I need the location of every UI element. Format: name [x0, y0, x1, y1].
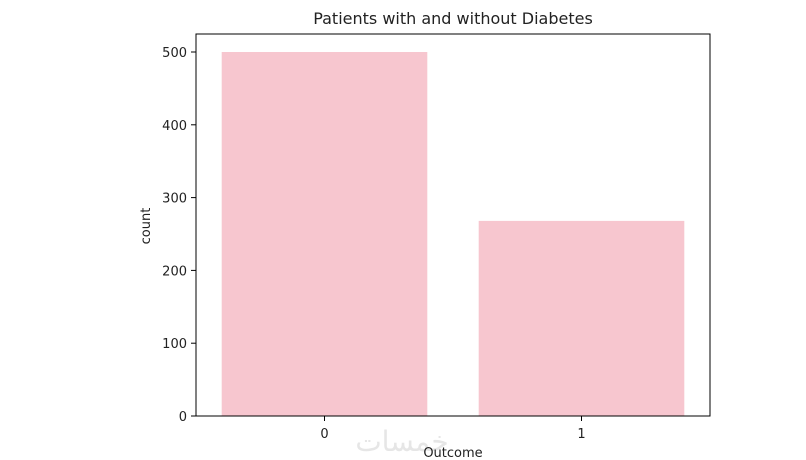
y-tick-label-500: 500: [162, 46, 187, 61]
bars-group: [221, 52, 685, 416]
chart-title: Patients with and without Diabetes: [313, 9, 593, 28]
y-tick-label-300: 300: [162, 192, 187, 207]
y-tick-label-0: 0: [179, 410, 187, 425]
bar-1: [478, 220, 685, 416]
y-tick-label-200: 200: [162, 264, 187, 279]
watermark: خمسات: [355, 425, 448, 458]
bar-0: [221, 52, 428, 416]
y-tick-label-400: 400: [162, 119, 187, 134]
y-axis-ticks: 0 100 200 300 400 500: [162, 46, 196, 425]
x-tick-label-0: 0: [320, 427, 328, 442]
y-axis-label: count: [139, 208, 154, 245]
plot-frame: [195, 33, 711, 417]
x-tick-label-1: 1: [577, 427, 585, 442]
x-axis-label: Outcome: [423, 446, 482, 460]
y-tick-label-100: 100: [162, 337, 187, 352]
